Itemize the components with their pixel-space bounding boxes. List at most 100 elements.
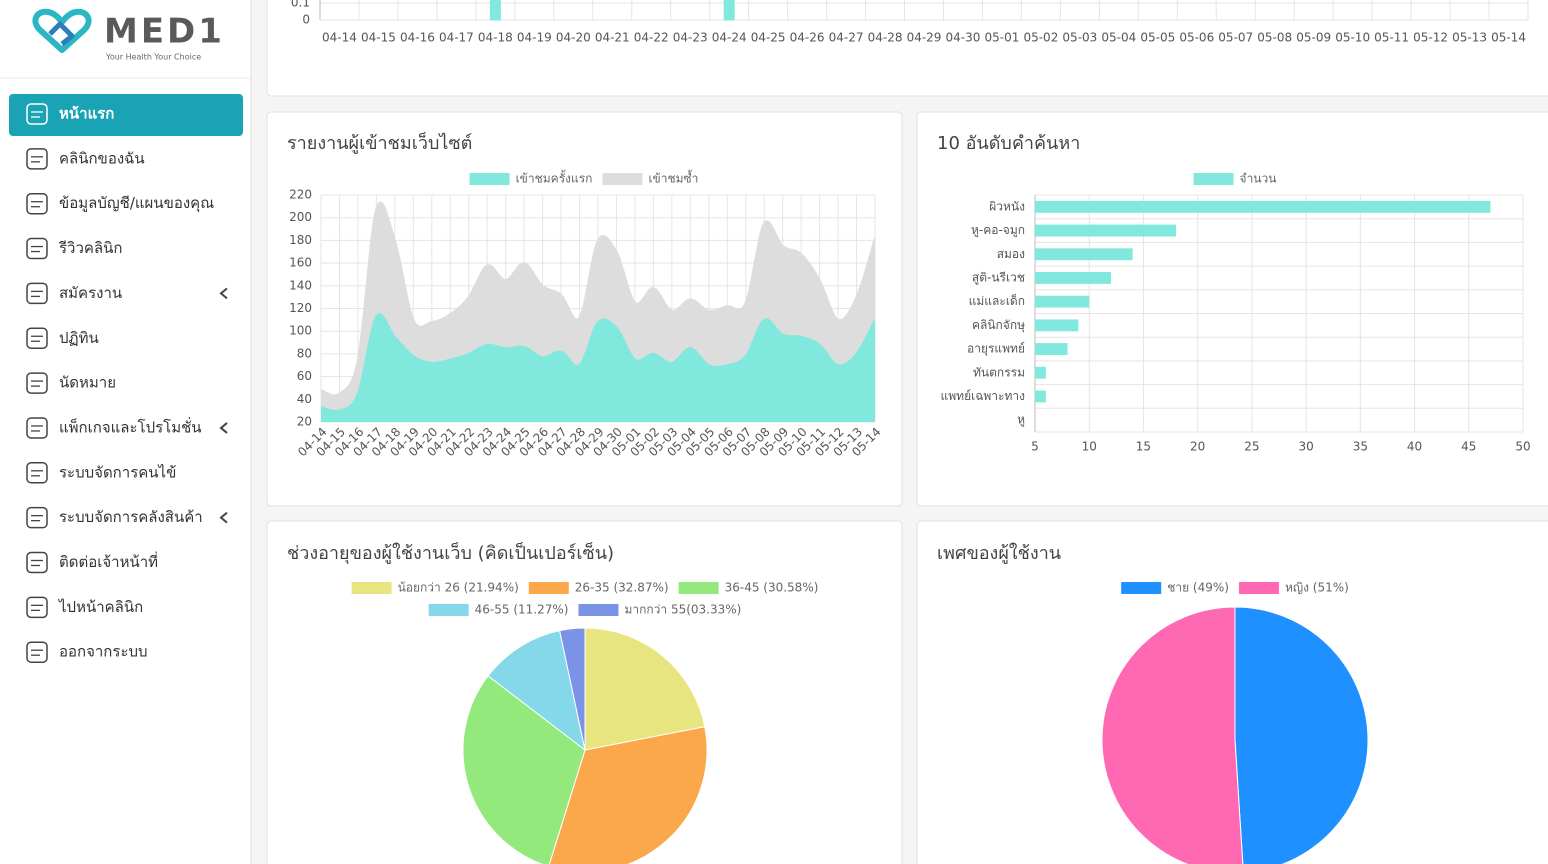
plot — [321, 201, 875, 422]
legend-label: 36-45 (30.58%) — [725, 581, 819, 595]
menu-item[interactable]: รีวิวคลินิก — [26, 237, 122, 260]
menu-label: ระบบจัดการคนไข้ — [59, 463, 176, 481]
legend-swatch — [1238, 582, 1279, 594]
y-tick-label: ผิวหนัง — [989, 199, 1025, 213]
menu-label: ติดต่อเจ้าหน้าที่ — [59, 551, 158, 571]
legend-swatch — [1121, 582, 1162, 594]
bar — [1035, 200, 1491, 213]
x-tick-label: 04-27 — [829, 31, 864, 45]
menu-label: ปฏิทิน — [59, 329, 99, 347]
x-tick-label: 04-16 — [400, 31, 435, 45]
x-tick-label: 04-30 — [946, 31, 981, 45]
menu-item[interactable]: คลินิกของฉัน — [26, 148, 145, 170]
pie-slice — [559, 627, 586, 751]
x-tick-label: 04-18 — [478, 31, 513, 45]
menu-item[interactable]: ปฏิทิน — [26, 327, 99, 349]
legend-swatch — [678, 582, 719, 594]
x-tick-label: 05-10 — [1335, 31, 1370, 45]
y-tick-label: หู-คอ-จมูก — [971, 223, 1025, 238]
menu-item[interactable]: ไปหน้าคลินิก — [26, 596, 143, 619]
menu-item[interactable]: ออกจากระบบ — [26, 641, 148, 663]
x-tick-label: 05-02 — [1023, 31, 1058, 45]
menu-icon — [26, 506, 48, 529]
menu-label: ข้อมูลบัญชี/แผนของคุณ — [59, 194, 214, 213]
menu-item[interactable]: หน้าแรก — [9, 94, 243, 136]
pie-slice — [462, 675, 586, 864]
menu-item[interactable]: นัดหมาย — [26, 372, 116, 394]
menu-item[interactable]: ข้อมูลบัญชี/แผนของคุณ — [26, 192, 214, 215]
submenu-chevron — [219, 287, 228, 300]
x-tick-label: 05-06 — [1179, 31, 1214, 45]
menu-label: สมัครงาน — [59, 284, 122, 302]
bar — [1035, 295, 1090, 308]
y-tick-label: สูติ-นรีเวช — [972, 270, 1025, 285]
x-tick-label: 40 — [1407, 440, 1422, 454]
x-tick-label: 04-28 — [868, 31, 903, 45]
x-tick-label: 04-29 — [907, 31, 942, 45]
menu-item[interactable]: สมัครงาน — [26, 282, 228, 305]
chart-title: รายงานผู้เข้าชมเว็บไซต์ — [287, 131, 472, 154]
menu-label: ออกจากระบบ — [59, 643, 148, 661]
menu-active-bg — [9, 94, 243, 136]
legend-swatch — [1193, 173, 1234, 185]
charts: 0 0.1 04-14 04-15 04-16 04-17 04-18 04-19 04-20 0… — [266, 0, 1548, 864]
x-tick-label: 04-20 — [556, 31, 591, 45]
menu-icon — [26, 282, 48, 305]
menu-label: ไปหน้าคลินิก — [58, 598, 143, 616]
pie-slice — [584, 627, 706, 751]
chart-title: เพศของผู้ใช้งาน — [937, 542, 1061, 564]
chart-card: ช่วงอายุของผู้ใช้งานเว็บ (คิดเป็นเปอร์เซ… — [266, 520, 903, 864]
menu-label: ระบบจัดการคลังสินค้า — [59, 508, 203, 526]
y-tick-label: 180 — [289, 233, 312, 247]
legend-label: จำนวน — [1240, 172, 1277, 186]
y-tick-label: อายุรแพทย์ — [967, 342, 1025, 357]
legend-label: 46-55 (11.27%) — [475, 603, 569, 617]
x-tick-label: 04-17 — [439, 31, 474, 45]
legend-label: น้อยกว่า 26 (21.94%) — [398, 581, 519, 595]
bar — [489, 0, 501, 21]
x-tick-label: 05-07 — [1218, 31, 1253, 45]
x-tick-label: 5 — [1031, 440, 1039, 454]
chart-card: 10 อันดับคำค้นหา 5 10 15 20 25 30 35 40 45 50 ผิวหน… — [916, 111, 1548, 507]
menu-item[interactable]: ระบบจัดการคลังสินค้า — [26, 506, 228, 529]
y-tick-label: แม่และเด็ก — [969, 293, 1025, 308]
bar — [1035, 390, 1046, 403]
bar — [1035, 224, 1176, 237]
x-tick-label: 50 — [1515, 440, 1530, 454]
logo-heart-inner — [48, 21, 75, 46]
legend-label: เข้าชมซ้ำ — [648, 170, 698, 186]
menu-item[interactable]: แพ็กเกจและโปรโมชั่น — [26, 416, 228, 439]
x-tick-label: 10 — [1082, 440, 1097, 454]
logo-heart — [32, 8, 92, 53]
y-tick-label: 60 — [297, 369, 312, 383]
legend-label: หญิง (51%) — [1285, 581, 1349, 595]
menu-label: รีวิวคลินิก — [58, 239, 122, 257]
chart-title: 10 อันดับคำค้นหา — [937, 133, 1080, 154]
y-tick-label: แพทย์เฉพาะทาง — [941, 389, 1025, 403]
chart-card: 0 0.1 04-14 04-15 04-16 04-17 04-18 04-19 04-20 0… — [266, 0, 1548, 97]
x-tick-label: 45 — [1461, 440, 1476, 454]
y-tick-label: 0.1 — [291, 0, 310, 10]
menu-icon — [26, 417, 48, 439]
menu-icon — [26, 551, 48, 574]
x-tick-label: 05-05 — [1140, 31, 1175, 45]
pie-slice — [548, 726, 708, 864]
y-tick-label: 40 — [297, 392, 312, 406]
x-tick-label: 05-14 — [1491, 31, 1526, 45]
x-tick-label: 05-01 — [984, 31, 1019, 45]
submenu-chevron — [219, 511, 228, 524]
legend-swatch — [602, 173, 643, 185]
menu-icon — [26, 641, 48, 663]
bar — [1035, 319, 1079, 332]
menu-icon — [26, 237, 48, 260]
menu-item[interactable]: ติดต่อเจ้าหน้าที่ — [26, 551, 158, 574]
y-tick-label: หู — [1017, 413, 1025, 428]
y-tick-label: สมอง — [997, 247, 1025, 261]
x-tick-label: 04-21 — [595, 31, 630, 45]
bar — [1035, 272, 1111, 284]
menu-item[interactable]: ระบบจัดการคนไข้ — [26, 462, 176, 484]
plot — [320, 0, 1529, 21]
legend-label: 26-35 (32.87%) — [575, 581, 669, 595]
y-tick-label: 140 — [289, 278, 312, 292]
